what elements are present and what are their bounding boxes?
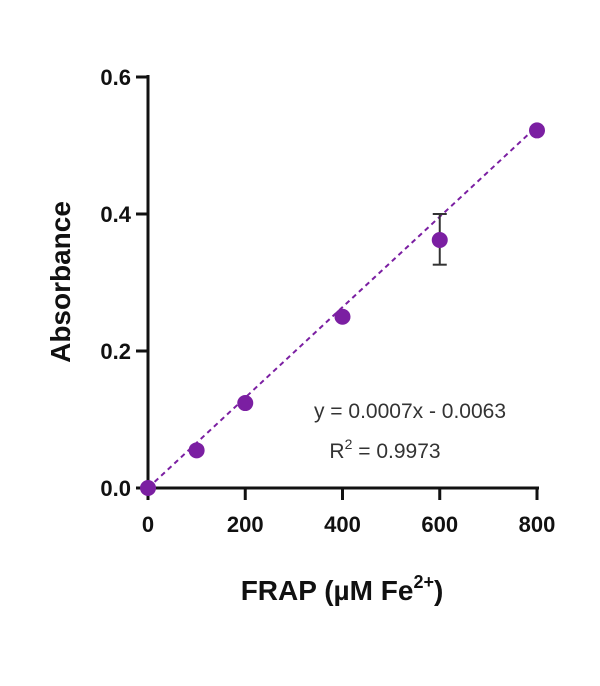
x-tick-label: 800 — [519, 512, 556, 537]
data-point — [334, 308, 351, 325]
x-axis-title-end: ) — [434, 575, 443, 606]
data-point — [188, 442, 205, 459]
r-squared-value: = 0.9973 — [352, 440, 440, 463]
y-tick-label: 0.0 — [100, 476, 131, 501]
r-squared-prefix: R — [329, 440, 344, 463]
fit-line — [147, 125, 538, 489]
r-squared-label: R2 = 0.9973 — [329, 436, 440, 463]
plot-marks: 0.0 0.2 0.4 0.6 0 200 400 600 800 — [100, 65, 555, 537]
y-tick-label: 0.4 — [100, 202, 131, 227]
x-tick-label: 400 — [324, 512, 361, 537]
data-point — [431, 232, 448, 249]
data-point — [529, 122, 545, 139]
data-point — [237, 395, 254, 412]
y-axis-title: Absorbance — [45, 201, 76, 363]
r-squared-superscript: 2 — [345, 436, 353, 452]
x-tick-label: 600 — [421, 512, 458, 537]
x-axis-title-main: FRAP (µM Fe — [241, 575, 414, 606]
data-point — [140, 480, 156, 496]
x-axis-title: FRAP (µM Fe2+) — [241, 572, 444, 606]
regression-equation: y = 0.0007x - 0.0063 — [314, 400, 506, 423]
x-axis-title-superscript: 2+ — [413, 572, 434, 592]
x-tick-label: 0 — [142, 512, 154, 537]
y-tick-label: 0.6 — [100, 65, 131, 90]
y-tick-label: 0.2 — [100, 339, 131, 364]
x-tick-label: 200 — [227, 512, 264, 537]
